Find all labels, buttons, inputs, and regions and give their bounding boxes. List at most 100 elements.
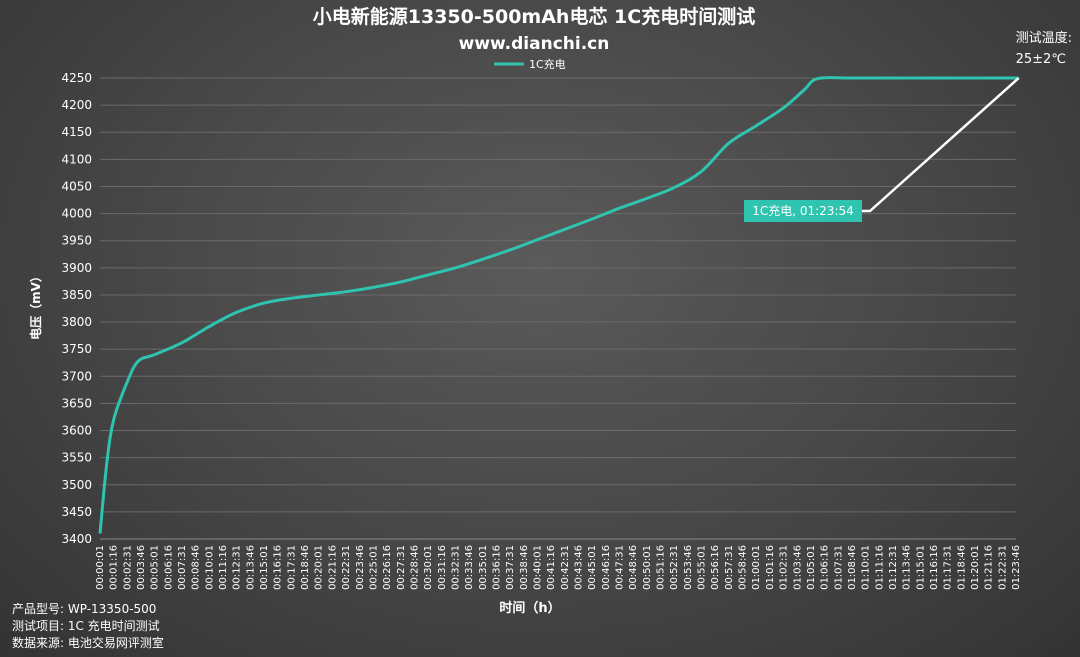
info-test-item: 测试项目: 1C 充电时间测试 <box>12 619 160 633</box>
x-tick-label: 01:17:31 <box>943 545 954 590</box>
test-temperature-value: 25±2℃ <box>1015 52 1066 67</box>
x-tick-label: 00:41:16 <box>546 545 557 590</box>
x-tick-label: 00:33:46 <box>464 545 475 590</box>
y-tick-label: 3550 <box>61 451 92 465</box>
x-tick-label: 00:28:46 <box>409 545 420 590</box>
x-tick-label: 00:51:16 <box>656 545 667 590</box>
y-tick-label: 4250 <box>61 71 92 85</box>
y-tick-label: 4050 <box>61 179 92 193</box>
x-tick-label: 01:10:01 <box>861 545 872 590</box>
y-tick-label: 3900 <box>61 261 92 275</box>
x-tick-label: 00:00:01 <box>95 545 106 590</box>
x-tick-label: 00:52:31 <box>669 545 680 590</box>
x-tick-label: 00:22:31 <box>341 545 352 590</box>
y-tick-label: 3450 <box>61 505 92 519</box>
y-tick-label: 4000 <box>61 207 92 221</box>
y-tick-label: 3700 <box>61 369 92 383</box>
x-tick-label: 00:35:01 <box>478 545 489 590</box>
x-tick-label: 00:10:01 <box>204 545 215 590</box>
y-axis-label: 电压（mV） <box>28 270 43 340</box>
callout-label: 1C充电, 01:23:54 <box>752 203 854 218</box>
x-tick-label: 00:07:31 <box>177 545 188 590</box>
x-tick-label: 01:03:46 <box>792 545 803 590</box>
x-tick-label: 00:50:01 <box>642 545 653 590</box>
x-tick-label: 00:36:16 <box>491 545 502 590</box>
callout: 1C充电, 01:23:54 <box>744 77 1020 222</box>
y-tick-label: 3800 <box>61 315 92 329</box>
test-temperature-note: 测试温度: 25±2℃ <box>1016 28 1072 70</box>
x-tick-label: 00:12:31 <box>232 545 243 590</box>
x-tick-label: 00:03:46 <box>136 545 147 590</box>
x-tick-label: 01:16:16 <box>929 545 940 590</box>
test-temperature-label: 测试温度: <box>1015 31 1072 46</box>
x-tick-label: 00:40:01 <box>532 545 543 590</box>
callout-box <box>744 200 862 222</box>
x-tick-label: 01:21:16 <box>984 545 995 590</box>
x-tick-label: 01:23:46 <box>1011 545 1022 590</box>
x-tick-label: 01:00:01 <box>751 545 762 590</box>
y-tick-label: 4200 <box>61 98 92 112</box>
x-tick-label: 00:20:01 <box>314 545 325 590</box>
info-data-source: 数据来源: 电池交易网评测室 <box>12 636 164 650</box>
legend: 1C充电 <box>494 57 566 71</box>
x-tick-label: 00:18:46 <box>300 545 311 590</box>
x-tick-label: 00:15:01 <box>259 545 270 590</box>
x-tick-label: 01:22:31 <box>997 545 1008 590</box>
x-tick-label: 01:08:46 <box>847 545 858 590</box>
legend-label: 1C充电 <box>529 57 566 71</box>
x-tick-label: 00:31:16 <box>437 545 448 590</box>
x-tick-label: 00:47:31 <box>615 545 626 590</box>
x-tick-label: 00:05:01 <box>150 545 161 590</box>
x-tick-label: 00:08:46 <box>191 545 202 590</box>
x-tick-label: 00:25:01 <box>368 545 379 590</box>
x-tick-label: 00:27:31 <box>396 545 407 590</box>
x-tick-label: 00:11:16 <box>218 545 229 590</box>
x-tick-label: 00:23:46 <box>355 545 366 590</box>
x-tick-label: 01:18:46 <box>956 545 967 590</box>
x-tick-label: 00:56:16 <box>710 545 721 590</box>
x-tick-label: 00:02:31 <box>122 545 133 590</box>
x-tick-label: 01:02:31 <box>779 545 790 590</box>
x-tick-label: 00:53:46 <box>683 545 694 590</box>
series-line <box>98 76 1019 534</box>
x-tick-label: 01:01:16 <box>765 545 776 590</box>
y-tick-label: 4150 <box>61 125 92 139</box>
chart-title: 小电新能源13350-500mAh电芯 1C充电时间测试 <box>313 5 755 28</box>
x-tick-label: 01:12:31 <box>888 545 899 590</box>
x-tick-label: 00:01:16 <box>109 545 120 590</box>
y-tick-label: 4100 <box>61 152 92 166</box>
x-tick-label: 00:17:31 <box>286 545 297 590</box>
x-tick-label: 00:43:46 <box>574 545 585 590</box>
y-tick-label: 3750 <box>61 342 92 356</box>
x-tick-label: 01:06:16 <box>820 545 831 590</box>
x-tick-label: 01:11:16 <box>874 545 885 590</box>
x-axis-ticks: 00:00:01 00:01:16 00:02:31 00:03:46 00:05:01… <box>95 545 1022 590</box>
y-tick-label: 3850 <box>61 288 92 302</box>
x-tick-label: 00:38:46 <box>519 545 530 590</box>
x-tick-label: 00:37:31 <box>505 545 516 590</box>
x-tick-label: 01:20:01 <box>970 545 981 590</box>
info-block: 产品型号: WP-13350-500 测试项目: 1C 充电时间测试 数据来源:… <box>12 601 164 652</box>
x-tick-label: 00:16:16 <box>273 545 284 590</box>
info-model: 产品型号: WP-13350-500 <box>12 602 157 616</box>
x-tick-label: 00:21:16 <box>327 545 338 590</box>
x-tick-label: 00:30:01 <box>423 545 434 590</box>
x-tick-label: 01:13:46 <box>902 545 913 590</box>
y-tick-label: 3950 <box>61 234 92 248</box>
y-tick-label: 3500 <box>61 478 92 492</box>
x-tick-label: 00:32:31 <box>450 545 461 590</box>
x-tick-label: 00:46:16 <box>601 545 612 590</box>
y-tick-label: 3600 <box>61 424 92 438</box>
x-tick-label: 00:13:46 <box>245 545 256 590</box>
x-tick-label: 00:48:46 <box>628 545 639 590</box>
x-tick-label: 01:15:01 <box>915 545 926 590</box>
chart-subtitle: www.dianchi.cn <box>459 34 610 54</box>
x-axis-label: 时间（h） <box>499 600 560 616</box>
x-tick-label: 00:57:31 <box>724 545 735 590</box>
x-tick-label: 00:55:01 <box>697 545 708 590</box>
callout-leader <box>862 77 1020 213</box>
y-tick-label: 3400 <box>61 532 92 546</box>
grid <box>100 77 1016 540</box>
x-tick-label: 01:07:31 <box>833 545 844 590</box>
